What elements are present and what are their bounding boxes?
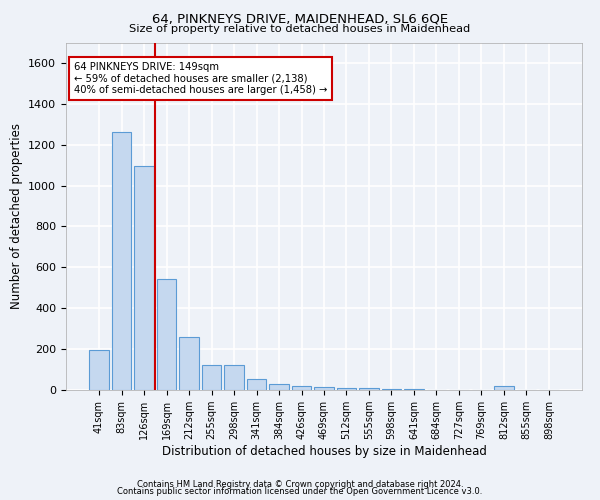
Bar [382, 389, 401, 390]
Bar [89, 350, 109, 390]
Bar [337, 388, 356, 390]
Bar [112, 132, 131, 390]
Bar [179, 337, 199, 390]
Bar [359, 388, 379, 390]
Bar [269, 384, 289, 390]
Bar [404, 389, 424, 390]
Bar [292, 386, 311, 390]
Bar [134, 166, 154, 390]
Bar [157, 278, 176, 390]
Y-axis label: Number of detached properties: Number of detached properties [10, 123, 23, 309]
Text: Contains HM Land Registry data © Crown copyright and database right 2024.: Contains HM Land Registry data © Crown c… [137, 480, 463, 489]
Text: Contains public sector information licensed under the Open Government Licence v3: Contains public sector information licen… [118, 487, 482, 496]
Bar [247, 379, 266, 390]
X-axis label: Distribution of detached houses by size in Maidenhead: Distribution of detached houses by size … [161, 445, 487, 458]
Bar [494, 386, 514, 390]
Bar [202, 366, 221, 390]
Text: Size of property relative to detached houses in Maidenhead: Size of property relative to detached ho… [130, 24, 470, 34]
Bar [314, 387, 334, 390]
Text: 64, PINKNEYS DRIVE, MAIDENHEAD, SL6 6QE: 64, PINKNEYS DRIVE, MAIDENHEAD, SL6 6QE [152, 12, 448, 26]
Bar [224, 366, 244, 390]
Text: 64 PINKNEYS DRIVE: 149sqm
← 59% of detached houses are smaller (2,138)
40% of se: 64 PINKNEYS DRIVE: 149sqm ← 59% of detac… [74, 62, 327, 95]
